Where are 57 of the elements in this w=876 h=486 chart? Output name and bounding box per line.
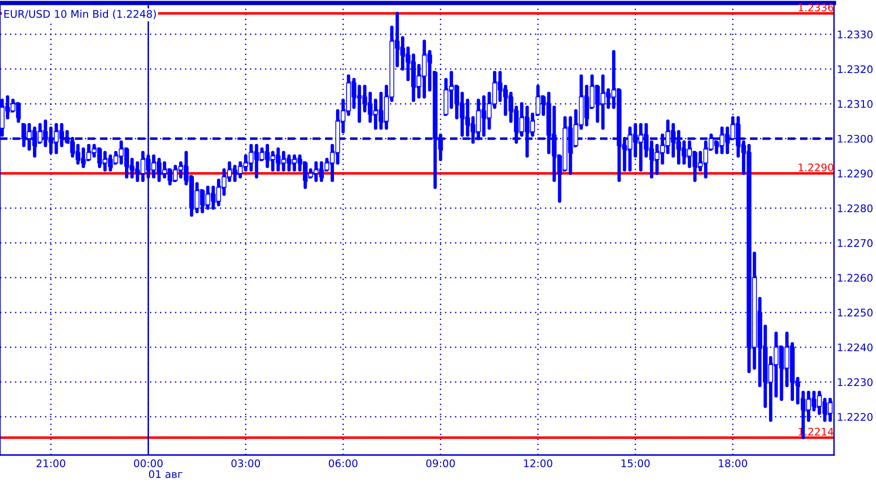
candlestick	[826, 398, 834, 422]
candlestick	[106, 154, 114, 172]
y-tick-label: 1.2250	[838, 308, 873, 317]
candlestick	[230, 164, 239, 182]
candlestick	[718, 126, 726, 154]
y-tick-label: 1.2300	[838, 134, 873, 143]
candlestick	[155, 158, 164, 182]
candlestick	[280, 150, 288, 172]
candlestick	[290, 154, 298, 172]
x-tick-label: 18:00	[718, 459, 748, 468]
y-tick-label: 1.2260	[838, 274, 873, 282]
candlestick	[420, 40, 428, 99]
text: EUR/USD 10 Min Bid (1.2248)	[4, 10, 156, 20]
candlestick	[523, 106, 532, 158]
candlestick	[274, 147, 282, 172]
candlestick	[285, 154, 293, 172]
candlestick	[263, 144, 272, 168]
candlestick	[52, 123, 60, 154]
candlestick	[204, 186, 212, 210]
y-tick-label: 1.2290	[838, 170, 873, 178]
y-tick-label: 1.2270	[838, 239, 873, 248]
y-tick-label: 1.2320	[838, 65, 873, 74]
x-tick-label: 15:00	[622, 459, 650, 468]
candlestick	[30, 126, 39, 158]
x-tick-label: 06:00	[328, 459, 358, 468]
ref-line-label: 01 авг	[148, 470, 182, 478]
ref-line-label: 1.2336	[798, 4, 834, 12]
x-tick-label: 00:00	[134, 459, 163, 468]
candlestick	[96, 147, 104, 168]
candlestick	[598, 74, 607, 130]
x-tick-label: 21:00	[36, 459, 66, 468]
x-tick-label: 03:00	[231, 459, 260, 468]
candlestick	[20, 123, 28, 148]
y-tick-label: 1.2330	[838, 30, 873, 38]
x-tick-label: 09:00	[426, 459, 455, 468]
y-tick-label: 1.2220	[838, 412, 873, 421]
y-tick-label: 1.2230	[838, 378, 873, 386]
candlestick	[138, 150, 147, 182]
candlestick	[14, 102, 22, 123]
candlestick	[36, 123, 44, 144]
x-tick-label: 12:00	[524, 459, 552, 468]
candlestick	[318, 161, 326, 182]
y-tick-label: 1.2280	[838, 204, 873, 212]
candlestick	[312, 161, 320, 182]
candlestick	[101, 150, 109, 172]
ref-line-label: 1.2290	[798, 163, 834, 172]
candlestick	[480, 95, 488, 137]
y-tick-label: 1.2310	[838, 100, 873, 108]
candlestick	[144, 154, 152, 179]
y-tick-label: 1.2240	[838, 343, 873, 352]
candlestick	[252, 144, 260, 179]
candlestick	[626, 126, 634, 172]
candlestick	[79, 147, 88, 168]
candlestick	[150, 154, 158, 179]
candlestick	[171, 164, 180, 182]
candlestick	[636, 123, 645, 172]
candlestick	[474, 98, 482, 140]
